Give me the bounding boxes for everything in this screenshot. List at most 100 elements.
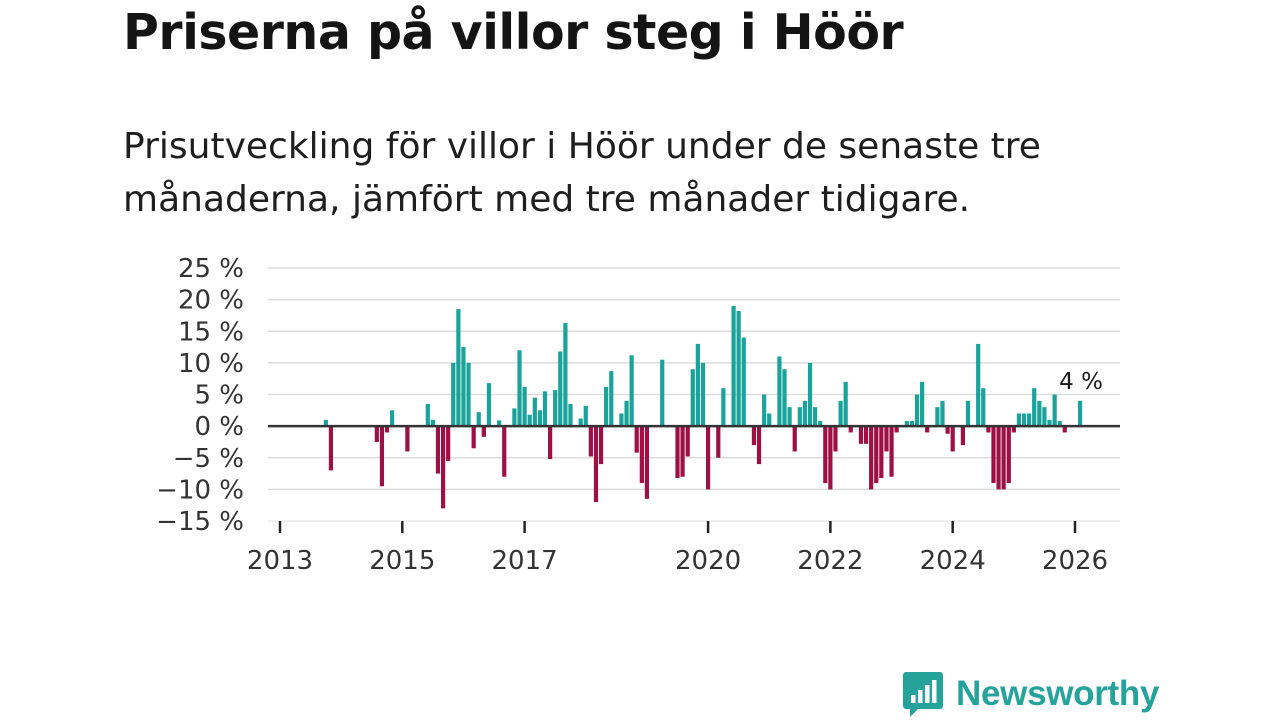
bar (568, 403, 573, 427)
x-axis-ticks: 2013 2015 2017 2020 2022 2024 2026 (247, 521, 1108, 576)
y-tick-label: 5 % (194, 381, 244, 411)
chart-subtitle: Prisutveckling för villor i Höör under d… (123, 126, 1041, 220)
bar (1027, 413, 1032, 427)
bar (548, 426, 553, 460)
bar (619, 413, 624, 427)
bar (935, 407, 940, 427)
bar (639, 426, 644, 484)
bar (542, 391, 548, 427)
bar (986, 426, 991, 433)
y-tick-label: 0 % (194, 412, 244, 442)
y-tick-label: −10 % (156, 475, 244, 505)
bar (680, 426, 685, 477)
bar (1016, 413, 1022, 427)
bar (685, 426, 690, 457)
bar (838, 400, 843, 427)
bar (497, 420, 502, 427)
newsworthy-logo: Newsworthy (902, 670, 1159, 718)
bar (889, 426, 894, 477)
x-tick-label: 2015 (369, 546, 435, 576)
bar (818, 421, 823, 427)
bar (1021, 413, 1027, 427)
bar (828, 426, 833, 490)
bar (858, 426, 864, 444)
bar (476, 412, 481, 427)
bar (532, 397, 537, 427)
bar (660, 359, 665, 427)
bar (522, 386, 527, 427)
bar (451, 362, 456, 427)
bar (379, 426, 385, 487)
bar (716, 426, 721, 458)
bar (695, 343, 700, 427)
bar (609, 371, 614, 427)
bar (813, 407, 818, 427)
x-tick-label: 2020 (675, 546, 741, 576)
bar (981, 388, 986, 427)
bar (731, 305, 736, 427)
bar (323, 419, 328, 427)
bar (1037, 400, 1042, 427)
bar (374, 426, 379, 442)
bar (1011, 426, 1016, 433)
bar (756, 426, 762, 465)
bar (879, 426, 884, 478)
bar (762, 394, 767, 427)
bar (1032, 388, 1037, 427)
bar (527, 414, 532, 427)
bar (578, 418, 583, 427)
bar (598, 426, 604, 465)
bar (874, 426, 879, 484)
bar (466, 362, 471, 427)
bar (869, 426, 874, 490)
bar (705, 426, 711, 490)
bar (848, 426, 853, 433)
last-value-label: 4 % (1059, 369, 1103, 395)
bar (644, 426, 650, 499)
y-tick-label: 20 % (178, 286, 244, 316)
bar (736, 311, 741, 427)
bar (721, 388, 726, 427)
bar (960, 426, 965, 446)
bar (843, 381, 848, 427)
bar (1077, 400, 1083, 427)
x-tick-label: 2024 (920, 546, 986, 576)
bar (807, 362, 813, 427)
bar (940, 400, 945, 427)
bar (823, 426, 828, 484)
y-tick-label: −5 % (173, 444, 244, 474)
bar (833, 426, 838, 452)
bar (1001, 426, 1006, 490)
bar (920, 381, 925, 427)
y-tick-label: −15 % (156, 507, 244, 537)
chart-title: Priserna på villor steg i Höör (123, 4, 904, 61)
bar (690, 369, 695, 427)
bar (914, 394, 920, 427)
bar (991, 426, 996, 484)
y-axis-ticks: 25 %20 %15 %10 %5 %0 %−5 %−10 %−15 % (156, 254, 244, 537)
bar (675, 426, 680, 478)
bar (604, 386, 609, 427)
bar (1042, 407, 1047, 427)
bar (1047, 419, 1052, 427)
bar (797, 407, 802, 427)
x-tick-label: 2022 (797, 546, 863, 576)
bar (629, 355, 634, 427)
bar (1052, 394, 1057, 427)
brand-name: Newsworthy (956, 674, 1160, 713)
bar (945, 426, 950, 434)
bar (996, 426, 1001, 490)
bar (894, 426, 899, 433)
bar (390, 410, 395, 427)
bar-chart-speech-bubble-icon (903, 672, 943, 717)
x-tick-label: 2017 (492, 546, 558, 576)
bars (323, 305, 1083, 509)
bar (624, 400, 629, 427)
bar (787, 407, 792, 427)
bar (950, 426, 955, 452)
bar (435, 426, 441, 474)
bar (634, 426, 639, 453)
bar (863, 426, 869, 444)
y-tick-label: 15 % (178, 317, 244, 347)
